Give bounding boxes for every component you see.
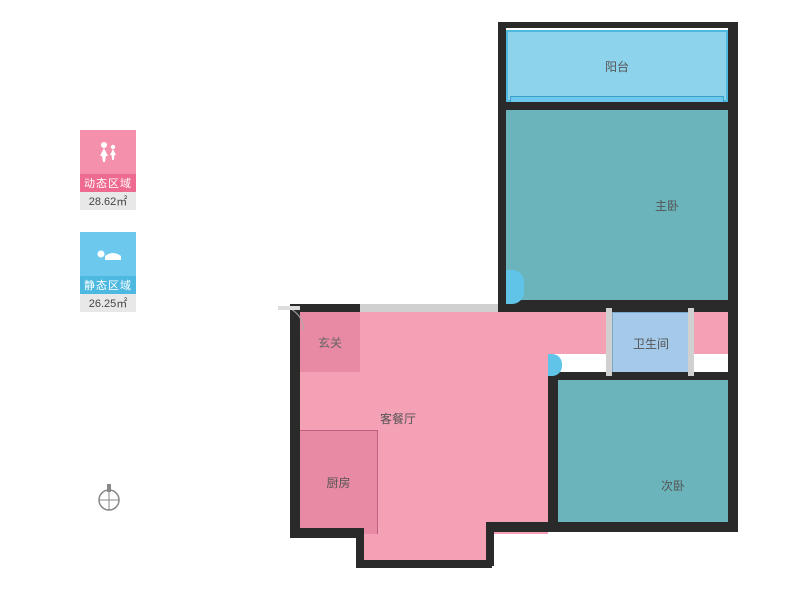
- wall: [498, 22, 736, 28]
- room-bathroom: 卫生间: [612, 312, 690, 374]
- room-balcony: 阳台: [506, 30, 728, 102]
- living-label-wrap: 客餐厅: [380, 410, 416, 428]
- wall: [498, 22, 506, 312]
- wall: [356, 560, 492, 568]
- wall: [360, 304, 498, 312]
- wall: [290, 304, 360, 312]
- room-corridor: [548, 312, 610, 354]
- wall: [548, 372, 734, 380]
- wall: [728, 22, 738, 530]
- wall: [498, 300, 738, 312]
- master-label: 主卧: [655, 197, 679, 214]
- wall: [486, 528, 494, 566]
- room-master: 主卧: [506, 110, 728, 300]
- wall: [688, 308, 694, 376]
- wall: [606, 308, 612, 376]
- wall: [548, 372, 558, 528]
- bathroom-label: 卫生间: [633, 335, 669, 352]
- wall: [486, 522, 738, 532]
- canvas: 动态区域 28.62㎡ 静态区域 26.25㎡ 阳台: [0, 0, 800, 600]
- wall: [498, 102, 736, 110]
- room-kitchen: 厨房: [300, 430, 378, 534]
- room-entry: 玄关: [300, 312, 360, 372]
- balcony-label: 阳台: [605, 58, 629, 75]
- kitchen-label: 厨房: [326, 474, 350, 491]
- wall: [290, 528, 364, 538]
- entry-label: 玄关: [318, 334, 342, 351]
- room-bedroom2: 次卧: [558, 378, 728, 522]
- door-leaf: [278, 306, 300, 310]
- window-master: [506, 270, 524, 304]
- living-label: 客餐厅: [380, 412, 416, 426]
- room-corridor2: [690, 312, 728, 354]
- wall: [290, 304, 300, 536]
- floor-plan: 阳台 主卧 客餐厅 玄关 厨房 卫生间: [0, 0, 800, 600]
- bedroom2-label: 次卧: [661, 477, 685, 494]
